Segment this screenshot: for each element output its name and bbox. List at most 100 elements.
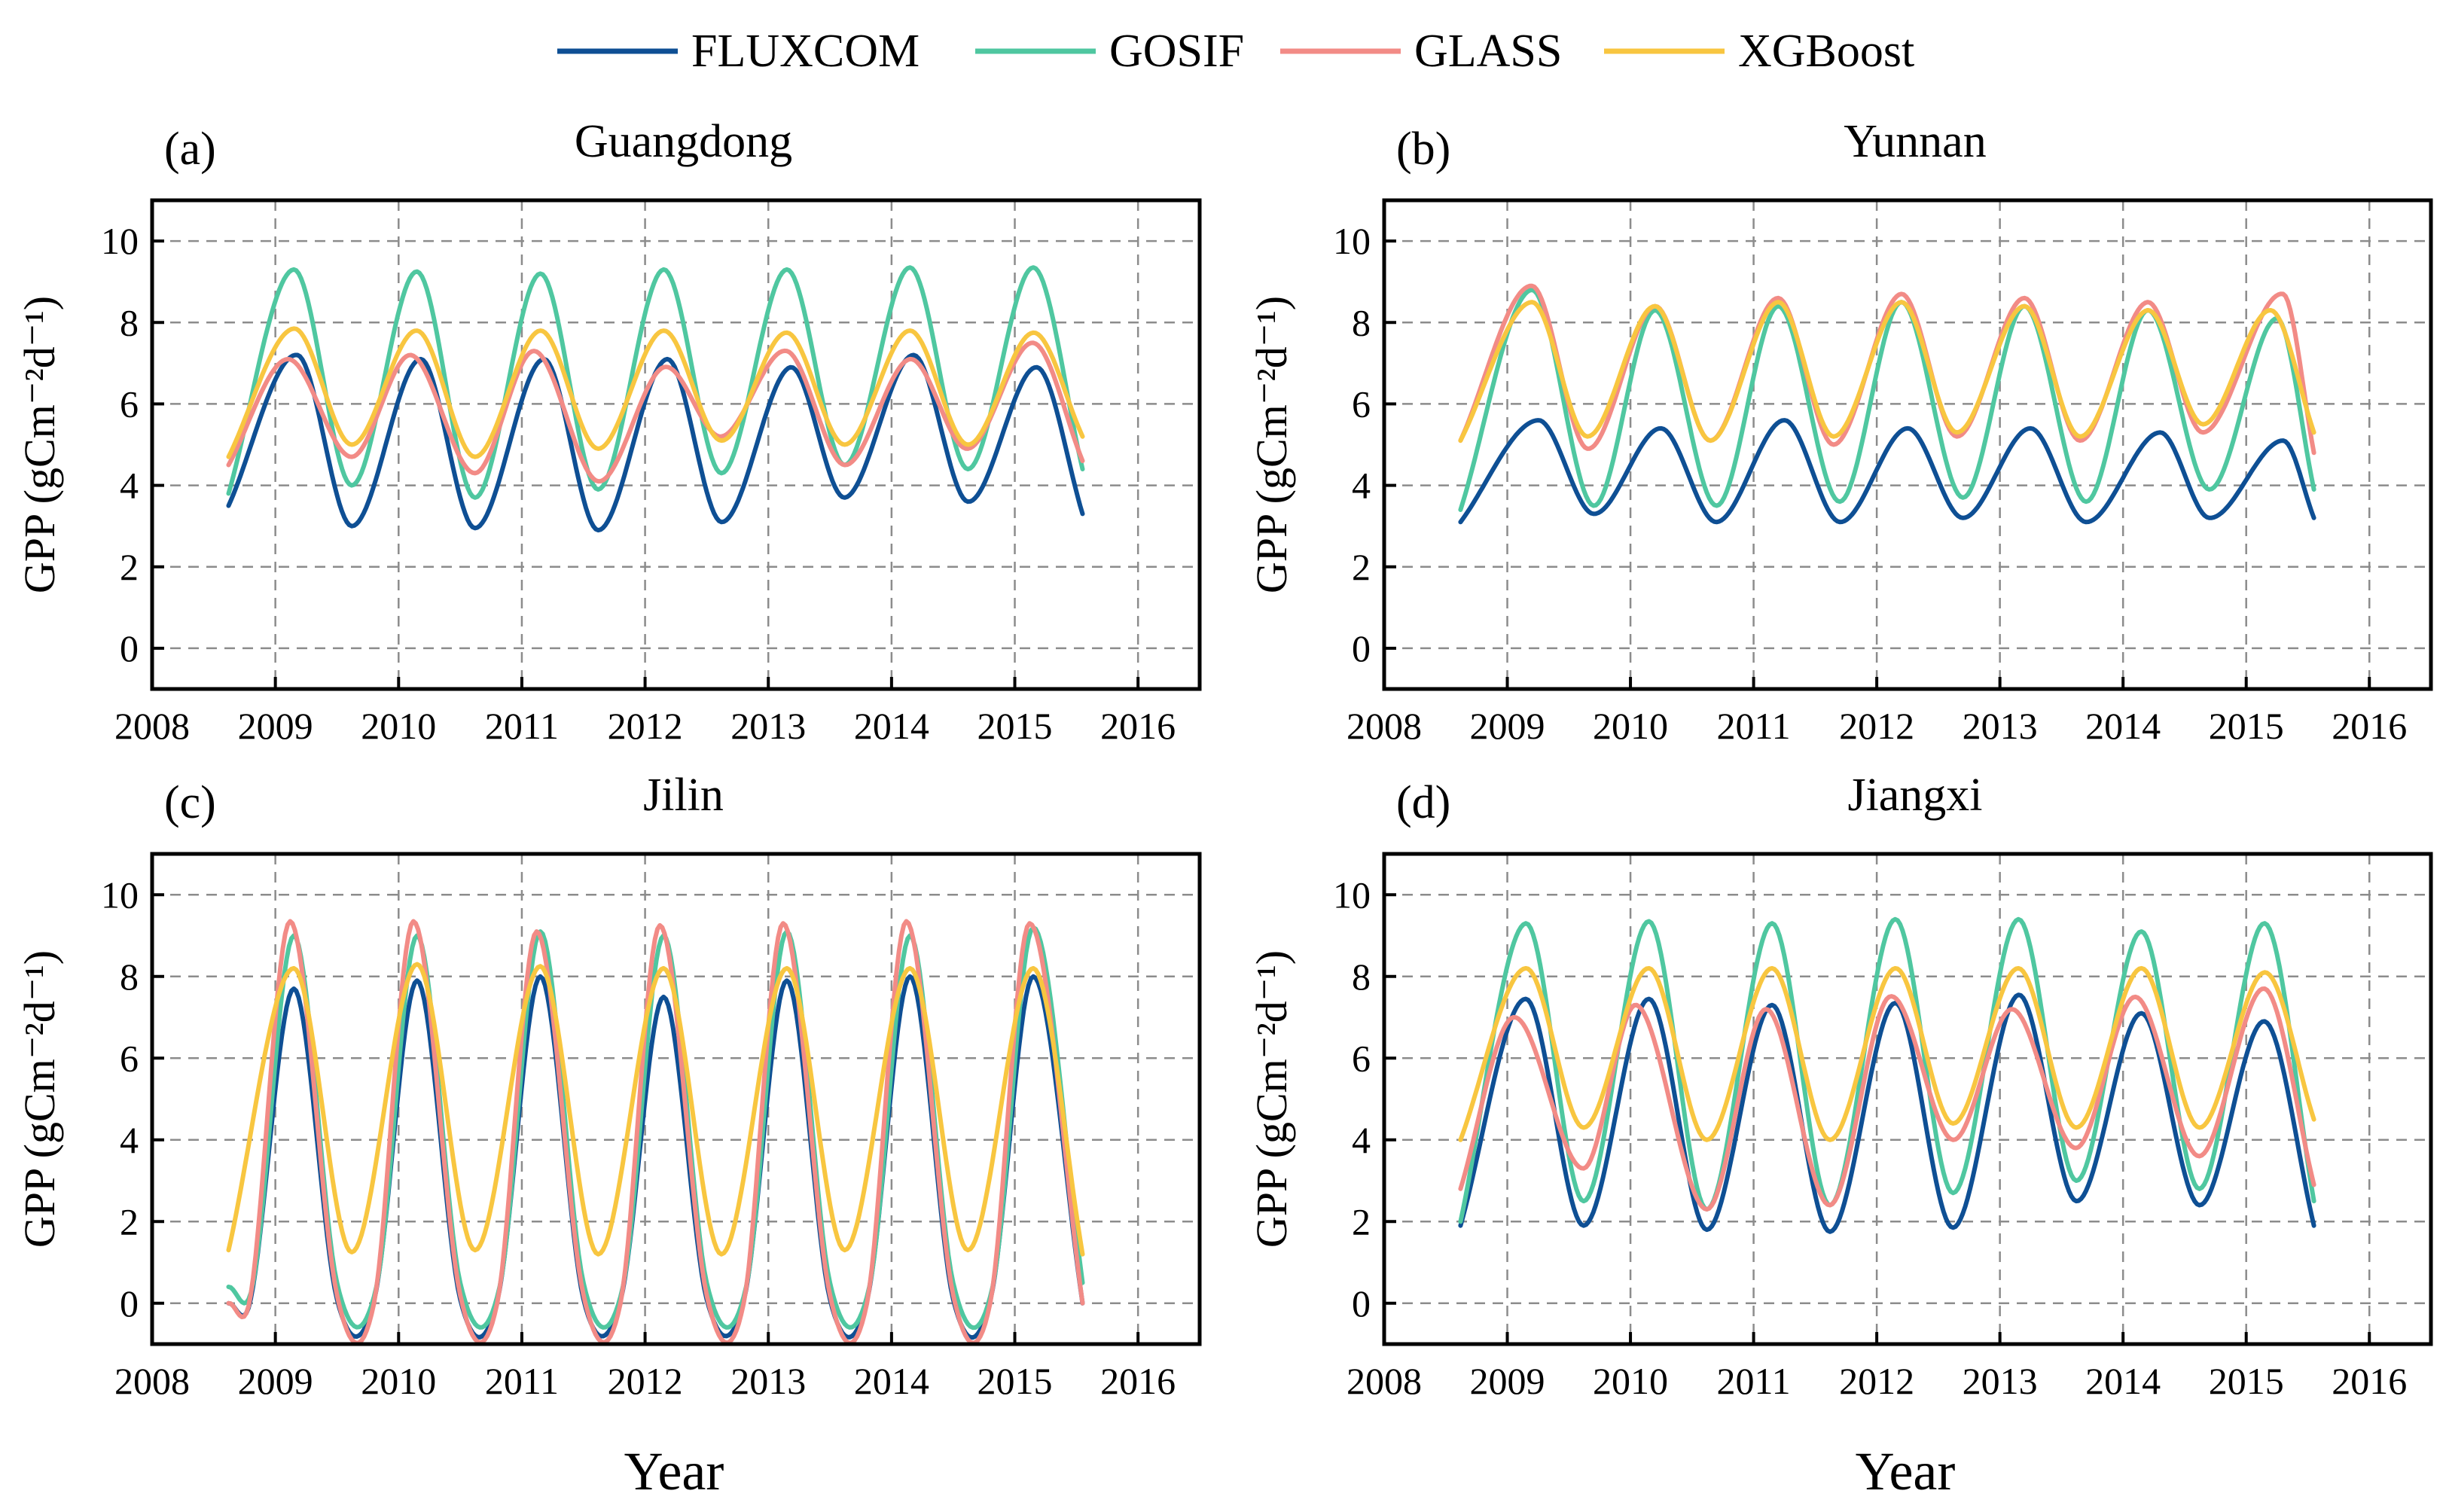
y-tick-label-8: 8 (120, 956, 139, 998)
x-tick-label-2011: 2011 (1717, 1360, 1791, 1402)
x-tick-label-2009: 2009 (1470, 705, 1545, 747)
y-tick-label-4: 4 (120, 465, 139, 507)
x-tick-label-2009: 2009 (1470, 1360, 1545, 1402)
panel-title: Jiangxi (1847, 770, 1982, 821)
x-tick-label-2015: 2015 (977, 705, 1053, 747)
y-tick-label-4: 4 (120, 1119, 139, 1161)
series-group (226, 265, 1085, 533)
panel-yunnan: 2008 2009 2010 2011 2012 2013 2014 2015 2016 0 2 4 6… (1247, 116, 2433, 747)
y-tick-label-2: 2 (120, 1200, 139, 1242)
gridlines (152, 200, 1200, 689)
gridlines (1384, 854, 2431, 1344)
x-tick-label-2015: 2015 (2209, 1360, 2284, 1402)
series-line-fluxcom (1458, 992, 2316, 1234)
panel-title: Guangdong (575, 116, 792, 167)
x-tick-label-2014: 2014 (854, 1360, 929, 1402)
y-tick-label-6: 6 (120, 1037, 139, 1079)
x-tick-label-2014: 2014 (854, 705, 929, 747)
x-tick-label-2008: 2008 (1347, 705, 1422, 747)
series-line-xgboost (226, 962, 1085, 1257)
series-line-glass (1458, 986, 2316, 1212)
panel-letter: (b) (1396, 123, 1450, 175)
y-axis-label: GPP (gCm⁻²d⁻¹) (1247, 296, 1296, 593)
x-tick-label-2013: 2013 (1963, 1360, 2038, 1402)
panel-letter: (a) (164, 123, 216, 175)
series-line-gosif (1458, 288, 2316, 512)
x-tick-label-2015: 2015 (977, 1360, 1053, 1402)
plot-frame (150, 198, 1202, 691)
x-tick-label-2015: 2015 (2209, 705, 2284, 747)
legend-label-xgboost: XGBoost (1738, 26, 1914, 77)
panel-title: Yunnan (1844, 116, 1986, 167)
legend-label-glass: GLASS (1414, 26, 1562, 77)
x-tick-label-2009: 2009 (238, 1360, 313, 1402)
y-axis-label: GPP (gCm⁻²d⁻¹) (15, 296, 64, 593)
y-tick-label-0: 0 (1352, 1282, 1371, 1325)
x-tick-label-2008: 2008 (1347, 1360, 1422, 1402)
y-tick-label-4: 4 (1352, 465, 1371, 507)
series-group (226, 919, 1085, 1344)
series-line-xgboost (1458, 965, 2316, 1142)
x-tick-label-2012: 2012 (1839, 1360, 1914, 1402)
x-tick-label-2011: 2011 (485, 1360, 559, 1402)
series-line-gosif (226, 265, 1085, 500)
y-tick-label-6: 6 (120, 383, 139, 425)
x-tick-label-2014: 2014 (2085, 705, 2161, 747)
y-axis-label: GPP (gCm⁻²d⁻¹) (1247, 950, 1296, 1248)
panel-letter: (d) (1396, 777, 1450, 828)
y-tick-label-2: 2 (1352, 1200, 1371, 1242)
x-tick-label-2016: 2016 (1100, 705, 1176, 747)
x-tick-label-2010: 2010 (361, 1360, 436, 1402)
x-tick-label-2009: 2009 (238, 705, 313, 747)
series-line-xgboost (1458, 300, 2316, 444)
y-tick-label-2: 2 (1352, 546, 1371, 588)
x-tick-label-2016: 2016 (2332, 1360, 2407, 1402)
x-axis-label-left: Year (624, 1441, 724, 1501)
gridlines (152, 854, 1200, 1344)
y-tick-label-6: 6 (1352, 383, 1371, 425)
panel-title: Jilin (643, 770, 724, 821)
series-line-fluxcom (1458, 418, 2316, 525)
y-tick-label-10: 10 (1333, 873, 1371, 916)
y-tick-label-0: 0 (120, 627, 139, 669)
panel-guangdong: 2008 2009 2010 2011 2012 2013 2014 2015 2016 0 2 4 6… (15, 116, 1202, 747)
y-tick-label-0: 0 (120, 1282, 139, 1325)
y-tick-label-10: 10 (101, 873, 139, 916)
x-tick-label-2013: 2013 (1963, 705, 2038, 747)
plot-frame (1382, 852, 2433, 1346)
series-group (1458, 283, 2316, 525)
legend: FLUXCOM GOSIF GLASS XGBoost (557, 26, 1914, 77)
plot-frame (150, 852, 1202, 1346)
x-tick-label-2013: 2013 (730, 705, 806, 747)
series-group (1458, 916, 2316, 1234)
y-axis-label: GPP (gCm⁻²d⁻¹) (15, 950, 64, 1248)
x-tick-label-2013: 2013 (730, 1360, 806, 1402)
y-tick-label-8: 8 (1352, 301, 1371, 343)
x-tick-label-2010: 2010 (1593, 1360, 1668, 1402)
x-tick-label-2012: 2012 (608, 1360, 683, 1402)
panel-jilin: 2008 2009 2010 2011 2012 2013 2014 2015 2016 0 2 4 6… (15, 770, 1202, 1402)
x-tick-label-2016: 2016 (2332, 705, 2407, 747)
series-line-xgboost (226, 326, 1085, 459)
series-line-glass (226, 919, 1085, 1344)
legend-label-gosif: GOSIF (1109, 26, 1244, 77)
y-tick-label-8: 8 (120, 301, 139, 343)
x-tick-label-2016: 2016 (1100, 1360, 1176, 1402)
y-tick-label-8: 8 (1352, 956, 1371, 998)
x-tick-label-2012: 2012 (608, 705, 683, 747)
x-tick-label-2014: 2014 (2085, 1360, 2161, 1402)
y-tick-label-10: 10 (101, 220, 139, 262)
panels: 2008 2009 2010 2011 2012 2013 2014 2015 20160246… (15, 116, 2433, 1402)
series-line-gosif (1458, 916, 2316, 1224)
x-tick-label-2011: 2011 (485, 705, 559, 747)
panel-letter: (c) (164, 777, 216, 828)
y-tick-label-6: 6 (1352, 1037, 1371, 1079)
y-tick-label-10: 10 (1333, 220, 1371, 262)
gridlines (1384, 200, 2431, 689)
y-tick-label-0: 0 (1352, 627, 1371, 669)
panel-jiangxi: 2008 2009 2010 2011 2012 2013 2014 2015 2016 0 2 4 6… (1247, 770, 2433, 1402)
x-axis-label-right: Year (1856, 1441, 1956, 1501)
x-tick-label-2008: 2008 (114, 705, 190, 747)
series-line-glass (226, 340, 1085, 484)
